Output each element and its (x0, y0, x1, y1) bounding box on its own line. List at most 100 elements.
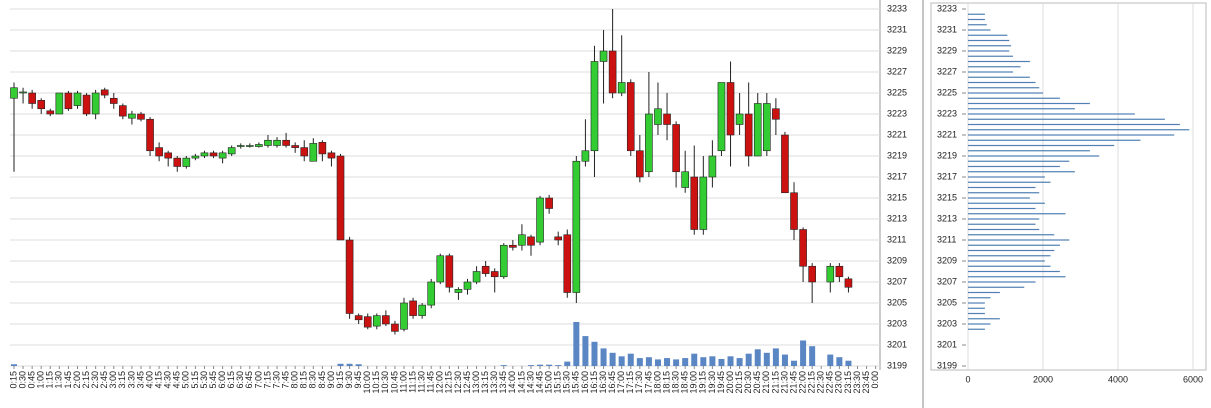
x-tick-label: 18:30 (670, 371, 680, 394)
candle-body (309, 143, 318, 162)
y-tick-label: 3199 (887, 360, 907, 370)
x-tick-label: 10:15 (371, 371, 381, 394)
profile-bar (968, 312, 985, 315)
x-tick-label: 4:30 (163, 371, 173, 389)
x-tick-label: 6:00 (217, 371, 227, 389)
x-tick-label: 22:00 (797, 371, 807, 394)
candle-body (191, 155, 200, 159)
x-tick-label: 6000 (1183, 374, 1203, 384)
volume-bar (827, 354, 834, 366)
profile-bar (968, 249, 1055, 252)
y-tick-label: 3229 (937, 45, 957, 55)
candle-body (699, 176, 708, 230)
profile-bar (968, 265, 1051, 267)
x-tick-label: 9:15 (335, 371, 345, 389)
profile-bar (968, 118, 1165, 120)
profile-bar (968, 71, 1013, 73)
x-tick-label: 19:30 (707, 371, 717, 394)
candle-body (28, 92, 36, 104)
candle-body (626, 82, 635, 152)
candle-body (835, 265, 844, 278)
y-tick-label: 3225 (887, 87, 907, 97)
y-tick-label: 3233 (887, 3, 907, 13)
x-tick-label: 2:00 (72, 371, 82, 389)
candle-body (617, 82, 626, 94)
candle-body (137, 113, 145, 120)
y-tick-label: 3211 (937, 234, 956, 244)
volume-bar (791, 360, 798, 366)
x-tick-label: 23:30 (852, 371, 862, 394)
candle-body (717, 82, 726, 152)
x-tick-label: 15:45 (571, 371, 581, 394)
candle-body (481, 265, 490, 274)
x-tick-label: 5:45 (208, 371, 218, 389)
candle-body (409, 300, 417, 316)
x-tick-label: 2:15 (81, 371, 91, 389)
x-tick-label: 15:15 (553, 371, 563, 394)
candle-body (354, 315, 363, 321)
candle-body (536, 197, 544, 243)
volume-bar (627, 353, 634, 366)
volume-bar (346, 363, 353, 366)
x-tick-label: 3:00 (108, 371, 118, 389)
profile-bar (968, 307, 985, 309)
x-tick-label: 13:30 (489, 371, 499, 394)
candle-body (790, 192, 798, 230)
volume-bar (591, 341, 598, 366)
volume-bar (600, 348, 607, 366)
candle-body (744, 113, 753, 157)
candle-body (826, 265, 835, 283)
candle-body (209, 152, 218, 157)
x-tick-label: 0:30 (17, 371, 27, 389)
y-tick-label: 3213 (937, 213, 957, 223)
candle-body (672, 124, 680, 173)
profile-bar (968, 270, 1060, 273)
y-tick-label: 3209 (887, 255, 907, 265)
x-tick-label: 10:00 (362, 371, 372, 394)
x-tick-label: 20:00 (725, 371, 735, 394)
candle-body (227, 147, 236, 155)
profile-bar (968, 108, 1075, 110)
candle-body (763, 103, 771, 152)
x-tick-label: 18:15 (661, 371, 671, 394)
y-tick-label: 3211 (887, 234, 906, 244)
profile-bar (968, 302, 985, 304)
x-tick-label: 5:00 (181, 371, 191, 389)
candle-body (246, 145, 254, 147)
profile-bar (968, 171, 1075, 173)
y-tick-label: 3229 (887, 45, 907, 55)
profile-bar (968, 244, 1060, 246)
x-tick-label: 21:15 (770, 371, 780, 394)
volume-bar (727, 356, 734, 366)
candle-body (82, 94, 91, 115)
candle-body (654, 108, 662, 125)
candle-body (753, 103, 762, 157)
x-tick-label: 13:00 (471, 371, 481, 394)
volume-bar (754, 349, 761, 366)
candle-body (336, 155, 345, 241)
x-tick-label: 23:15 (843, 371, 853, 394)
x-tick-label: 9:30 (344, 371, 354, 389)
volume-bar (555, 365, 562, 366)
candle-body (327, 152, 336, 159)
candle-body (563, 234, 572, 293)
y-tick-label: 3209 (937, 255, 957, 265)
candle-body (735, 113, 744, 125)
profile-bar (968, 13, 985, 15)
x-tick-label: 21:45 (788, 371, 798, 394)
profile-bar (968, 223, 1036, 225)
volume-bar (664, 358, 671, 366)
profile-bar (968, 29, 991, 31)
volume-bar (718, 358, 725, 366)
candle-body (10, 87, 18, 99)
y-tick-label: 3215 (937, 192, 957, 202)
profile-bar (968, 87, 1040, 89)
panel-frame (930, 2, 1207, 371)
y-tick-label: 3221 (937, 129, 957, 139)
x-tick-label: 23:45 (861, 371, 871, 394)
profile-bar (968, 160, 1070, 162)
volume-bar (809, 346, 816, 366)
volume-bar (645, 357, 652, 366)
candle-body (218, 152, 227, 159)
